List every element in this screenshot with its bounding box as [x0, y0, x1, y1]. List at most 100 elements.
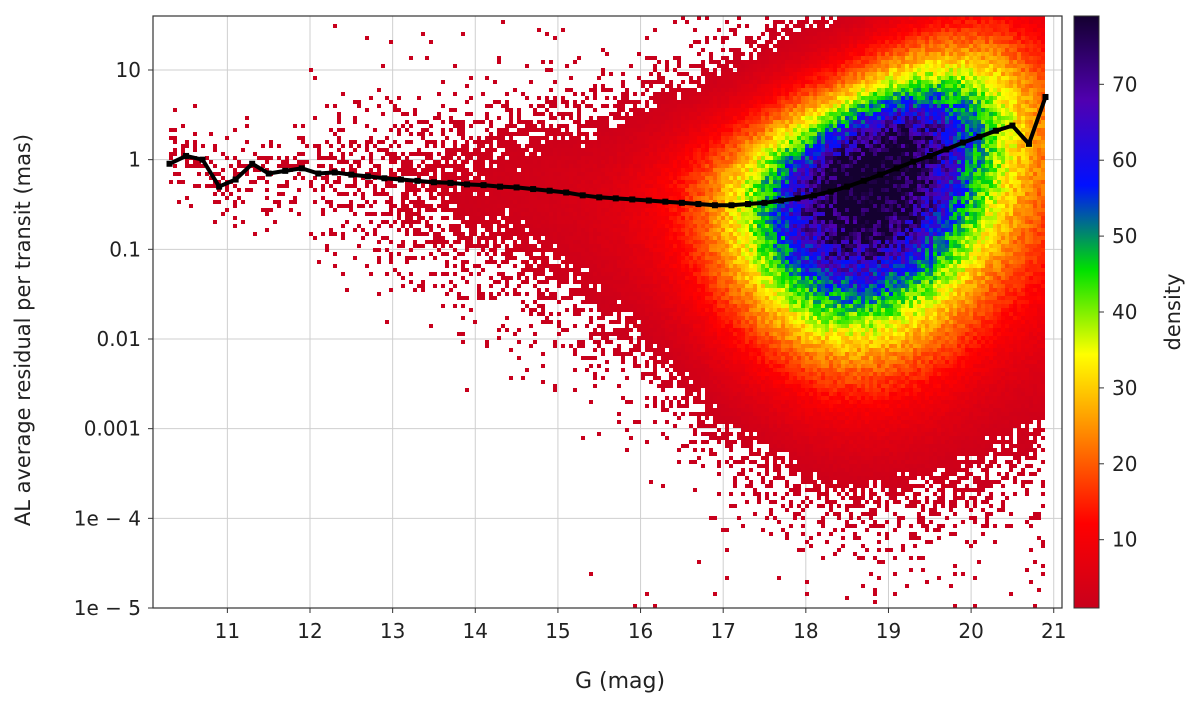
density-cell	[689, 220, 693, 224]
density-cell	[729, 180, 733, 184]
density-cell	[337, 136, 341, 140]
density-cell	[729, 280, 733, 284]
density-cell	[653, 268, 657, 272]
density-cell	[625, 448, 629, 452]
density-cell	[709, 324, 713, 328]
density-cell	[733, 316, 737, 320]
density-cell	[461, 32, 465, 36]
density-cell	[681, 404, 685, 408]
density-cell	[741, 92, 745, 96]
density-cell	[621, 228, 625, 232]
density-cell	[497, 132, 501, 136]
density-cell	[737, 424, 741, 428]
density-cell	[721, 92, 725, 96]
density-cell	[601, 224, 605, 228]
density-cell	[285, 164, 289, 168]
density-cell	[597, 324, 601, 328]
density-cell	[657, 304, 661, 308]
density-cell	[613, 204, 617, 208]
density-cell	[597, 224, 601, 228]
density-cell	[677, 132, 681, 136]
density-cell	[493, 200, 497, 204]
density-cell	[701, 276, 705, 280]
density-cell	[693, 92, 697, 96]
density-cell	[513, 176, 517, 180]
density-cell	[489, 204, 493, 208]
density-cell	[625, 164, 629, 168]
density-cell	[545, 256, 549, 260]
density-cell	[493, 240, 497, 244]
density-cell	[489, 172, 493, 176]
density-cell	[629, 156, 633, 160]
density-cell	[425, 120, 429, 124]
density-cell	[533, 276, 537, 280]
density-cell	[641, 240, 645, 244]
density-cell	[453, 64, 457, 68]
density-cell	[593, 268, 597, 272]
density-cell	[645, 224, 649, 228]
density-cell	[401, 244, 405, 248]
density-cell	[641, 208, 645, 212]
density-cell	[697, 456, 701, 460]
density-cell	[329, 128, 333, 132]
density-cell	[649, 116, 653, 120]
density-cell	[421, 128, 425, 132]
density-cell	[269, 156, 273, 160]
density-cell	[537, 140, 541, 144]
density-cell	[729, 232, 733, 236]
density-cell	[525, 172, 529, 176]
density-cell	[501, 152, 505, 156]
density-cell	[677, 404, 681, 408]
density-cell	[717, 100, 721, 104]
density-cell	[677, 356, 681, 360]
density-cell	[605, 280, 609, 284]
density-cell	[369, 204, 373, 208]
density-cell	[505, 276, 509, 280]
density-cell	[509, 180, 513, 184]
density-cell	[641, 248, 645, 252]
density-cell	[689, 80, 693, 84]
density-cell	[573, 92, 577, 96]
density-cell	[649, 248, 653, 252]
density-cell	[473, 152, 477, 156]
density-cell	[641, 268, 645, 272]
density-cell	[545, 280, 549, 284]
density-cell	[553, 144, 557, 148]
density-cell	[657, 328, 661, 332]
density-cell	[445, 264, 449, 268]
density-cell	[429, 164, 433, 168]
density-cell	[693, 88, 697, 92]
density-cell	[429, 252, 433, 256]
density-cell	[677, 56, 681, 60]
density-cell	[673, 256, 677, 260]
density-cell	[389, 144, 393, 148]
density-cell	[609, 304, 613, 308]
density-cell	[529, 156, 533, 160]
density-cell	[593, 164, 597, 168]
density-cell	[633, 256, 637, 260]
density-cell	[553, 292, 557, 296]
density-cell	[489, 136, 493, 140]
density-cell	[721, 384, 725, 388]
density-cell	[721, 164, 725, 168]
density-cell	[713, 152, 717, 156]
density-cell	[505, 164, 509, 168]
density-cell	[613, 272, 617, 276]
density-cell	[653, 264, 657, 268]
density-cell	[497, 144, 501, 148]
density-cell	[693, 212, 697, 216]
density-cell	[541, 228, 545, 232]
density-cell	[257, 176, 261, 180]
density-cell	[265, 208, 269, 212]
density-cell	[493, 212, 497, 216]
density-cell	[645, 324, 649, 328]
density-cell	[589, 572, 593, 576]
density-cell	[693, 440, 697, 444]
density-cell	[677, 256, 681, 260]
density-cell	[597, 300, 601, 304]
density-cell	[525, 292, 529, 296]
density-cell	[425, 188, 429, 192]
density-cell	[709, 348, 713, 352]
density-cell	[401, 204, 405, 208]
density-cell	[417, 132, 421, 136]
